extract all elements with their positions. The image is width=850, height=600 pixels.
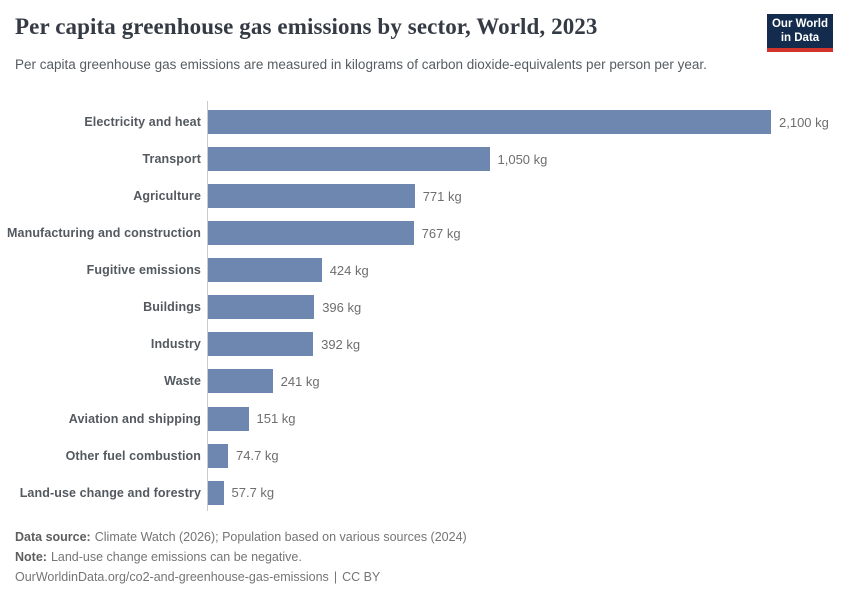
value-label: 2,100 kg	[779, 114, 829, 130]
category-label: Fugitive emissions	[86, 263, 201, 278]
category-label: Other fuel combustion	[65, 448, 201, 463]
bar-chart: Electricity and heat 2,100 kg Transport 1,0…	[0, 101, 850, 511]
value-label: 1,050 kg	[497, 151, 548, 167]
value-label: 392 kg	[321, 336, 361, 352]
value-label: 57.7 kg	[231, 485, 275, 501]
bar[interactable]	[208, 332, 314, 357]
chart-row: Waste 241 kg	[0, 369, 850, 394]
credit-separator: |	[333, 570, 338, 584]
chart-row: Fugitive emissions 424 kg	[0, 258, 850, 283]
category-label: Transport	[142, 152, 201, 167]
chart-row: Manufacturing and construction 767 kg	[0, 221, 850, 246]
value-label: 396 kg	[322, 299, 362, 315]
category-label: Buildings	[143, 300, 201, 315]
category-label: Land-use change and forestry	[19, 485, 201, 500]
value-label: 771 kg	[422, 188, 462, 204]
category-label: Industry	[150, 337, 201, 352]
category-label: Waste	[164, 374, 201, 389]
data-source-label: Data source:	[15, 530, 91, 544]
bar[interactable]	[208, 258, 322, 283]
license-link[interactable]: CC BY	[342, 570, 381, 584]
chart-row: Land-use change and forestry 57.7 kg	[0, 480, 850, 505]
category-label: Agriculture	[133, 189, 201, 204]
chart-row: Industry 392 kg	[0, 332, 850, 357]
bar[interactable]	[208, 480, 224, 505]
value-label: 424 kg	[329, 262, 369, 278]
bar[interactable]	[208, 369, 273, 394]
value-label: 767 kg	[421, 225, 461, 241]
data-source-line: Data source: Climate Watch (2026); Popula…	[15, 527, 835, 547]
chart-row: Aviation and shipping 151 kg	[0, 406, 850, 431]
data-source-text: Climate Watch (2026); Population based o…	[94, 530, 467, 544]
bar[interactable]	[208, 221, 414, 246]
value-label: 74.7 kg	[236, 448, 279, 464]
chart-row: Other fuel combustion 74.7 kg	[0, 443, 850, 468]
value-label: 241 kg	[280, 373, 320, 389]
credit-line: OurWorldinData.org/co2-and-greenhouse-ga…	[15, 567, 835, 587]
bar[interactable]	[208, 406, 249, 431]
chart-subtitle: Per capita greenhouse gas emissions are …	[15, 57, 707, 72]
note-text: Land-use change emissions can be negativ…	[50, 550, 302, 564]
note-label: Note:	[15, 550, 47, 564]
y-axis-line	[207, 101, 208, 511]
chart-row: Transport 1,050 kg	[0, 147, 850, 172]
bar[interactable]	[208, 184, 415, 209]
note-line: Note: Land-use change emissions can be ne…	[15, 547, 835, 567]
chart-row: Buildings 396 kg	[0, 295, 850, 320]
chart-row: Agriculture 771 kg	[0, 184, 850, 209]
credit-url-link[interactable]: OurWorldinData.org/co2-and-greenhouse-ga…	[15, 570, 329, 584]
owid-logo-line1: Our World	[771, 17, 828, 30]
bar[interactable]	[208, 295, 315, 320]
chart-row: Electricity and heat 2,100 kg	[0, 110, 850, 134]
chart-footer: Data source: Climate Watch (2026); Popula…	[15, 527, 835, 587]
owid-logo-line2: in Data	[780, 32, 820, 44]
owid-logo[interactable]: Our World in Data	[767, 14, 833, 52]
bar[interactable]	[208, 110, 771, 134]
bar[interactable]	[208, 443, 228, 468]
value-label: 151 kg	[256, 411, 296, 427]
page-title: Per capita greenhouse gas emissions by s…	[15, 14, 598, 39]
category-label: Manufacturing and construction	[7, 226, 201, 241]
bar[interactable]	[208, 147, 490, 172]
category-label: Aviation and shipping	[68, 411, 201, 426]
category-label: Electricity and heat	[84, 115, 201, 129]
